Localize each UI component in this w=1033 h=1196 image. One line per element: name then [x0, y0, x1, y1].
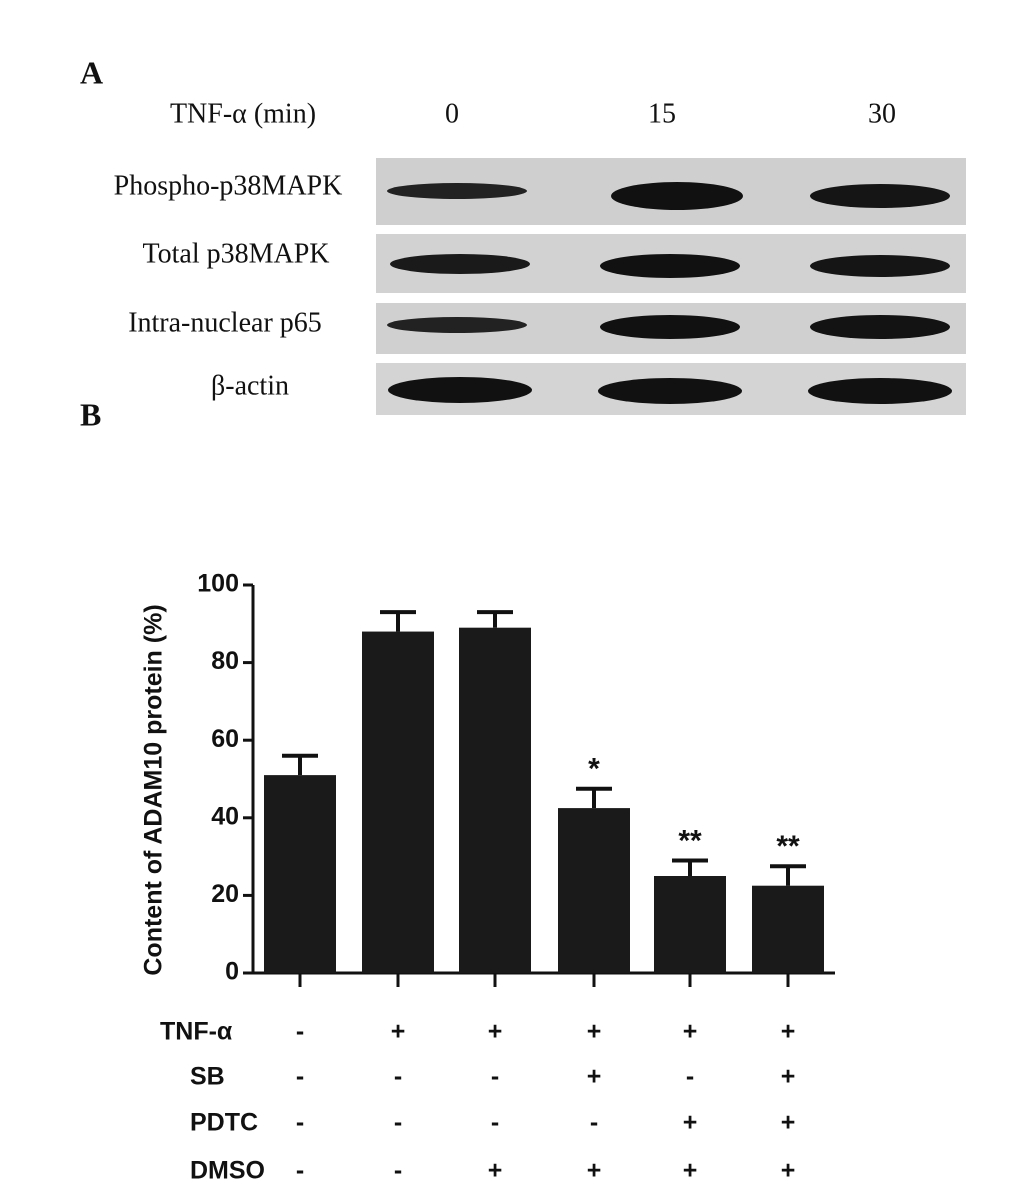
band [808, 378, 952, 404]
y-tick-label: 20 [211, 880, 239, 908]
row-label: Phospho-p38MAPK [114, 170, 343, 201]
band [600, 315, 740, 339]
treatment-name: DMSO [190, 1157, 265, 1185]
panel-label: B [80, 396, 101, 432]
treatment-sign: + [488, 1018, 503, 1046]
y-tick-label: 100 [197, 570, 239, 598]
timepoint-label: 15 [648, 98, 676, 129]
bar [752, 885, 824, 973]
bar [459, 627, 531, 973]
row-label: β-actin [211, 370, 289, 401]
blot [376, 158, 966, 415]
treatment-sign: + [781, 1018, 796, 1046]
band [387, 183, 527, 199]
bar [362, 631, 434, 973]
significance: * [588, 753, 600, 786]
bar [264, 775, 336, 973]
treatment-sign: - [296, 1063, 304, 1091]
y-tick-label: 40 [211, 802, 239, 830]
treatment-sign: + [683, 1109, 698, 1137]
band [600, 254, 740, 278]
treatment-name: TNF-α [160, 1018, 233, 1046]
band [611, 182, 743, 210]
treatment-sign: + [587, 1018, 602, 1046]
treatment-sign: + [587, 1063, 602, 1091]
timepoint-label: 0 [445, 98, 459, 129]
panel-label: A [80, 54, 103, 90]
band [388, 377, 532, 403]
error-bar [672, 858, 708, 876]
treatment-name: SB [190, 1063, 225, 1091]
treatment-sign: - [296, 1157, 304, 1185]
treatment-sign: - [491, 1109, 499, 1137]
treatment-sign: + [781, 1157, 796, 1185]
y-tick-label: 80 [211, 647, 239, 675]
bar [654, 876, 726, 973]
y-axis-label: Content of ADAM10 protein (%) [140, 604, 168, 975]
treatment-sign: - [491, 1063, 499, 1091]
y-tick-label: 60 [211, 725, 239, 753]
treatment-sign: + [683, 1018, 698, 1046]
band [810, 184, 950, 208]
row-label: Intra-nuclear p65 [128, 307, 322, 338]
band [387, 317, 527, 333]
treatment-sign: + [391, 1018, 406, 1046]
treatment-sign: + [587, 1157, 602, 1185]
treatment-sign: + [781, 1063, 796, 1091]
treatment-sign: + [683, 1157, 698, 1185]
treatment-sign: - [686, 1063, 694, 1091]
treatment-name: PDTC [190, 1109, 258, 1137]
treatment-sign: - [394, 1063, 402, 1091]
treatment-sign: + [781, 1109, 796, 1137]
row-label: Total p38MAPK [142, 238, 329, 269]
blot-header: TNF-α (min) [170, 98, 316, 129]
error-bar [576, 786, 612, 809]
error-bar [380, 610, 416, 632]
error-bar [477, 610, 513, 628]
error-bar [770, 864, 806, 886]
significance: ** [678, 824, 702, 857]
treatment-sign: - [394, 1157, 402, 1185]
band [390, 254, 530, 274]
treatment-sign: - [394, 1109, 402, 1137]
treatment-sign: - [296, 1018, 304, 1046]
y-tick-label: 0 [225, 958, 239, 986]
band [810, 315, 950, 339]
treatment-sign: + [488, 1157, 503, 1185]
treatment-sign: - [590, 1109, 598, 1137]
timepoint-label: 30 [868, 98, 896, 129]
significance: ** [776, 830, 800, 863]
bar [558, 808, 630, 973]
error-bar [282, 753, 318, 776]
band [810, 255, 950, 277]
band [598, 378, 742, 404]
treatment-sign: - [296, 1109, 304, 1137]
